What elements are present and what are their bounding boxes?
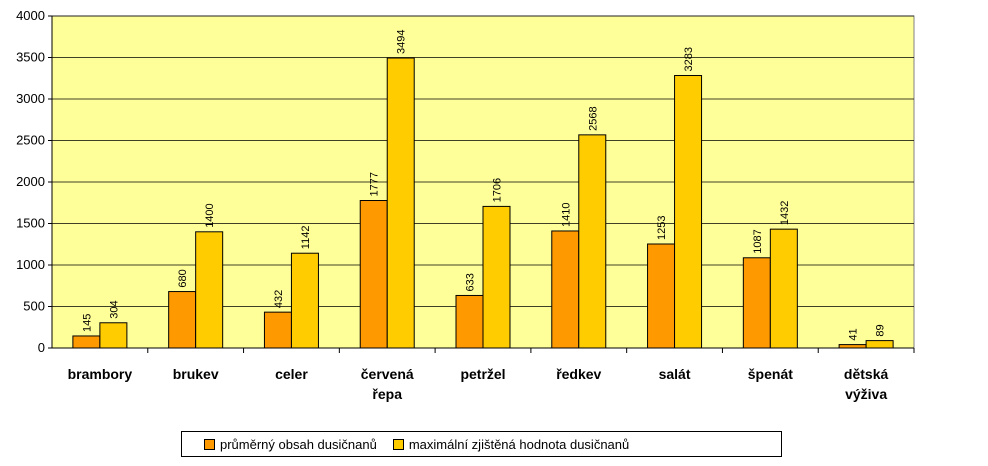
- x-category-label: řepa: [372, 386, 402, 402]
- bar-series-1: [742, 257, 771, 349]
- legend: průměrný obsah dusičnanů maximální zjišt…: [181, 431, 782, 457]
- bar-series-1: [72, 335, 101, 349]
- legend-swatch-series-2: [392, 438, 404, 450]
- data-label: 3494: [396, 30, 408, 54]
- legend-item-series-1: průměrný obsah dusičnanů: [204, 437, 377, 452]
- data-label: 304: [108, 300, 120, 318]
- y-tick-label: 4000: [16, 8, 45, 23]
- bar-series-2: [578, 134, 607, 349]
- bar-series-1: [455, 294, 484, 349]
- data-label: 432: [273, 290, 285, 308]
- bar-series-1: [263, 311, 292, 349]
- data-label: 145: [81, 314, 93, 332]
- x-category-label: brambory: [68, 366, 133, 382]
- bar-series-2: [195, 231, 224, 349]
- data-label: 1253: [656, 216, 668, 240]
- x-category-label: špenát: [748, 366, 793, 382]
- y-tick-label: 1500: [16, 216, 45, 231]
- bar-series-2: [290, 252, 319, 349]
- x-category-label: brukev: [173, 366, 219, 382]
- y-tick-label: 2000: [16, 174, 45, 189]
- legend-item-series-2: maximální zjištěná hodnota dusičnanů: [392, 436, 630, 452]
- data-label: 2568: [587, 106, 599, 130]
- legend-label-series-1: průměrný obsah dusičnanů: [220, 436, 377, 452]
- data-label: 1432: [779, 201, 791, 225]
- bar-series-2: [386, 57, 415, 349]
- x-category-label: celer: [275, 366, 308, 382]
- x-category-label: ředkev: [556, 366, 601, 382]
- x-category-label: červená: [361, 366, 414, 382]
- y-tick-label: 1000: [16, 257, 45, 272]
- y-tick-label: 2500: [16, 133, 45, 148]
- data-label: 1400: [204, 203, 216, 227]
- x-category-label: výživa: [845, 386, 887, 402]
- data-label: 1706: [492, 178, 504, 202]
- y-tick-label: 3500: [16, 50, 45, 65]
- y-tick-label: 500: [23, 299, 45, 314]
- data-label: 1087: [752, 229, 764, 253]
- x-category-label: petržel: [460, 366, 505, 382]
- data-label: 1410: [560, 202, 572, 226]
- x-category-label: dětská: [844, 366, 889, 382]
- data-label: 633: [465, 273, 477, 291]
- bar-series-2: [674, 75, 703, 349]
- y-tick-label: 0: [38, 340, 45, 355]
- data-label: 1142: [300, 226, 312, 250]
- bar-series-1: [551, 230, 580, 349]
- data-label: 89: [875, 324, 887, 336]
- bar-series-1: [838, 344, 867, 349]
- data-label: 1777: [369, 172, 381, 196]
- bar-series-1: [647, 243, 676, 349]
- bar-series-2: [865, 340, 894, 349]
- bar-series-2: [769, 228, 798, 349]
- x-axis: brambory brukev celer červená řepa petržel řed…: [68, 348, 915, 402]
- x-category-label: salát: [659, 366, 691, 382]
- y-tick-label: 3000: [16, 91, 45, 106]
- bar-series-1: [168, 291, 197, 349]
- data-label: 3283: [683, 47, 695, 71]
- bars: 145 304 680 1400 432 1142 1777 3494 633 1706 1410 2…: [72, 30, 894, 349]
- data-label: 41: [848, 328, 860, 340]
- legend-label-series-2: maximální zjištěná hodnota dusičnanů: [408, 436, 630, 452]
- bar-series-2: [99, 322, 128, 349]
- data-label: 680: [177, 269, 189, 287]
- bar-series-1: [359, 200, 388, 349]
- legend-swatch-series-1: [204, 438, 215, 450]
- bar-series-2: [482, 205, 511, 349]
